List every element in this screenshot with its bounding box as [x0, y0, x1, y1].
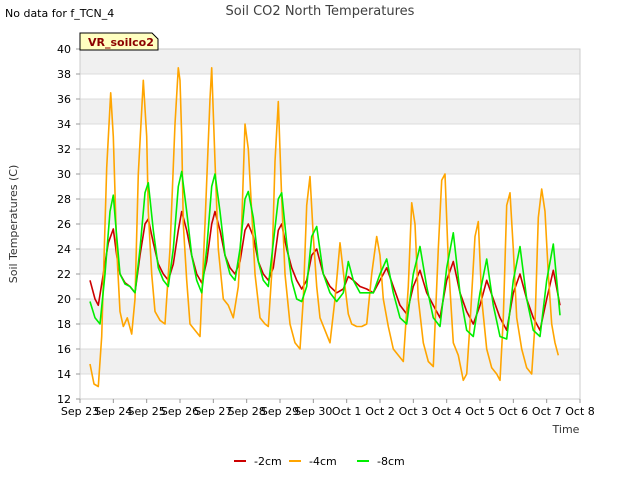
- plot-area: [79, 48, 581, 400]
- legend-label: -4cm: [309, 455, 337, 468]
- site-label-box: VR_soilco2: [79, 32, 159, 51]
- y-tick-label: 28: [57, 193, 71, 206]
- x-tick-label: Sep 26: [161, 405, 199, 418]
- no-data-note: No data for f_TCN_4: [5, 7, 115, 20]
- grid-band: [80, 349, 580, 374]
- series-line-8cmcm: [89, 170, 561, 340]
- y-axis-title: Soil Temperatures (C): [7, 165, 20, 284]
- x-tick-label: Oct 1: [332, 405, 362, 418]
- x-tick-label: Sep 27: [194, 405, 232, 418]
- x-tick-label: Oct 4: [432, 405, 462, 418]
- grid-band: [80, 249, 580, 274]
- x-tick-label: Oct 8: [565, 405, 595, 418]
- x-tick-label: Sep 24: [94, 405, 132, 418]
- y-tick-label: 22: [57, 268, 71, 281]
- grid-band: [80, 149, 580, 174]
- grid-band: [80, 199, 580, 224]
- x-tick-label: Sep 29: [261, 405, 299, 418]
- x-tick-label: Oct 7: [532, 405, 562, 418]
- legend-label: -8cm: [377, 455, 405, 468]
- x-tick-label: Oct 5: [465, 405, 495, 418]
- grid-band: [80, 49, 580, 74]
- y-tick-label: 12: [57, 393, 71, 406]
- y-tick-label: 30: [57, 168, 71, 181]
- site-label-background: [79, 32, 159, 51]
- series-line-4cmcm: [89, 67, 560, 388]
- legend-label: -2cm: [254, 455, 282, 468]
- y-tick-label: 32: [57, 143, 71, 156]
- x-tick-label: Oct 3: [399, 405, 429, 418]
- x-tick-label: Sep 23: [61, 405, 99, 418]
- x-tick-label: Oct 2: [365, 405, 395, 418]
- y-tick-label: 24: [57, 243, 71, 256]
- chart-title: Soil CO2 North Temperatures: [226, 4, 415, 19]
- site-label: VR_soilco2: [88, 36, 154, 49]
- x-tick-label: Oct 6: [499, 405, 529, 418]
- y-tick-label: 36: [57, 93, 71, 106]
- legend: -2cm -4cm -8cm: [234, 455, 405, 468]
- x-tick-label: Sep 25: [128, 405, 166, 418]
- y-tick-label: 38: [57, 68, 71, 81]
- x-tick-label: Sep 30: [294, 405, 332, 418]
- y-tick-label: 34: [57, 118, 71, 131]
- y-tick-label: 20: [57, 293, 71, 306]
- y-tick-label: 40: [57, 43, 71, 56]
- y-tick-label: 18: [57, 318, 71, 331]
- y-axis: 12 14 16 18 20 22 24 26 28 30 32 34 36 38 40: [57, 43, 80, 406]
- y-tick-label: 14: [57, 368, 71, 381]
- y-tick-label: 16: [57, 343, 71, 356]
- grid-band: [80, 99, 580, 124]
- x-tick-label: Sep 28: [228, 405, 266, 418]
- x-axis-title: Time: [552, 423, 580, 436]
- y-tick-label: 26: [57, 218, 71, 231]
